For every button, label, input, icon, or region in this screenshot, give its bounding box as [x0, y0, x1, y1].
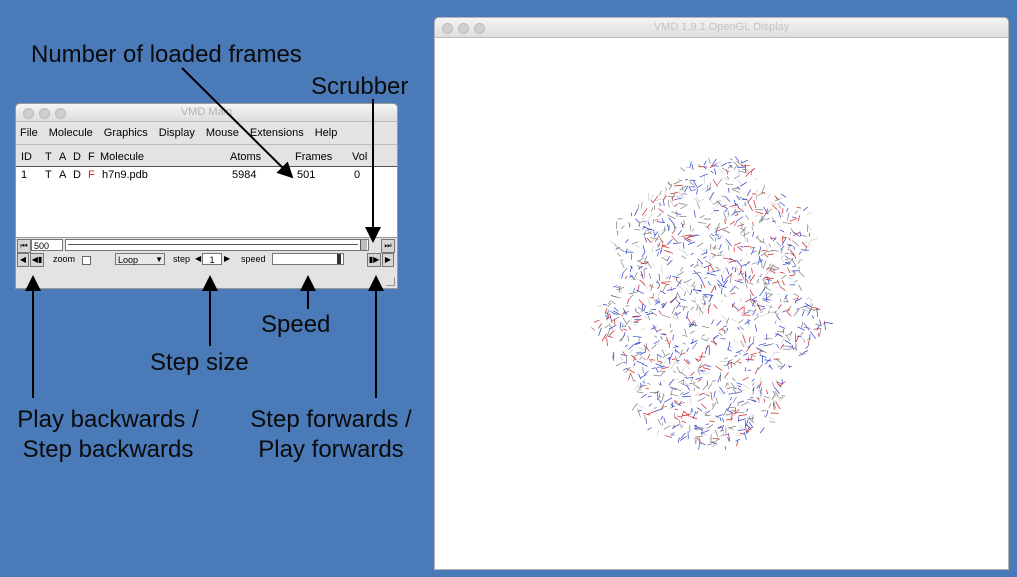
annotation-speed: Speed	[261, 311, 331, 338]
step-decrement-icon[interactable]: ◀	[195, 254, 202, 263]
annotation-play-backwards-line2: Step backwards	[22, 436, 194, 463]
speed-slider[interactable]	[272, 253, 344, 265]
frame-scrubber-track[interactable]	[65, 239, 369, 251]
gl-minimize-button[interactable]	[458, 23, 469, 34]
col-t[interactable]: T	[45, 151, 52, 163]
annotation-play-forwards-line1: Step forwards /	[250, 406, 412, 433]
col-id[interactable]: ID	[21, 151, 32, 163]
col-atoms[interactable]: Atoms	[230, 151, 262, 163]
opengl-display-window: VMD 1.9.1 OpenGL Display	[434, 17, 1009, 570]
molecule-wireframe	[590, 156, 833, 450]
annotation-number-of-frames: Number of loaded frames	[31, 41, 302, 68]
scrubber-row: ⏮ 500 ⏭	[16, 238, 397, 253]
step-label: step	[173, 254, 191, 264]
molecule-list-header: ID T A D F Molecule Atoms Frames Vol	[16, 149, 397, 167]
speed-slider-thumb[interactable]	[337, 254, 341, 264]
menu-bar: File Molecule Graphics Display Mouse Ext…	[16, 122, 397, 145]
row-atoms: 5984	[232, 169, 257, 181]
scrubber-thumb[interactable]	[360, 240, 367, 250]
col-vol[interactable]: Vol	[352, 151, 368, 163]
row-frames: 501	[297, 169, 316, 181]
molecule-row[interactable]: 1 T A D F h7n9.pdb 5984 501 0	[16, 167, 397, 181]
goto-end-button[interactable]: ⏭	[381, 239, 395, 253]
zoom-label: zoom	[53, 254, 76, 264]
col-frames[interactable]: Frames	[295, 151, 333, 163]
main-title-bar[interactable]: VMD Main	[16, 104, 397, 122]
zoom-checkbox[interactable]	[82, 256, 91, 265]
molecule-render-view[interactable]	[435, 38, 1008, 569]
step-increment-icon[interactable]: ▶	[224, 254, 231, 263]
chevron-down-icon: ▼	[155, 255, 163, 264]
col-d[interactable]: D	[73, 151, 81, 163]
annotation-play-backwards: Play backwards / Step backwards	[8, 405, 208, 465]
menu-help[interactable]: Help	[314, 127, 338, 139]
row-f-toggle[interactable]: F	[88, 169, 95, 181]
molecule-list[interactable]: 1 T A D F h7n9.pdb 5984 501 0	[16, 167, 397, 238]
current-frame-field[interactable]: 500	[31, 239, 63, 251]
play-backwards-button[interactable]: ◀	[17, 253, 29, 267]
vmd-main-window: VMD Main File Molecule Graphics Display …	[15, 103, 398, 289]
loop-select-value: Loop	[118, 255, 139, 265]
menu-molecule[interactable]: Molecule	[48, 127, 93, 139]
speed-label: speed	[241, 254, 266, 264]
annotation-step-size: Step size	[150, 349, 249, 376]
row-molecule-name: h7n9.pdb	[102, 169, 148, 181]
resize-grip-icon[interactable]	[386, 277, 395, 286]
gl-window-title: VMD 1.9.1 OpenGL Display	[653, 21, 790, 33]
step-field[interactable]: 1	[202, 253, 222, 265]
menu-file[interactable]: File	[20, 127, 38, 139]
gl-title-bar[interactable]: VMD 1.9.1 OpenGL Display	[435, 18, 1008, 38]
menu-extensions[interactable]: Extensions	[249, 127, 304, 139]
main-window-title: VMD Main	[180, 106, 233, 118]
row-a-toggle[interactable]: A	[59, 169, 67, 181]
step-forwards-button[interactable]: ▮▶	[367, 253, 381, 267]
annotation-play-forwards-line2: Play forwards	[258, 436, 404, 463]
minimize-button[interactable]	[39, 108, 50, 119]
control-row: ◀ ◀▮ zoom Loop ▼ step ◀ 1 ▶ speed ▮▶ ▶	[16, 252, 397, 268]
gl-close-button[interactable]	[442, 23, 453, 34]
goto-start-button[interactable]: ⏮	[17, 239, 31, 253]
menu-graphics[interactable]: Graphics	[103, 127, 148, 139]
annotation-play-forwards: Step forwards / Play forwards	[236, 405, 426, 465]
gl-zoom-button[interactable]	[474, 23, 485, 34]
menu-mouse[interactable]: Mouse	[205, 127, 239, 139]
annotation-play-backwards-line1: Play backwards /	[17, 406, 199, 433]
col-molecule[interactable]: Molecule	[100, 151, 145, 163]
row-t-toggle[interactable]: T	[45, 169, 52, 181]
close-button[interactable]	[23, 108, 34, 119]
col-f[interactable]: F	[88, 151, 95, 163]
zoom-button[interactable]	[55, 108, 66, 119]
menu-display[interactable]: Display	[158, 127, 195, 139]
col-a[interactable]: A	[59, 151, 67, 163]
loop-select[interactable]: Loop ▼	[115, 253, 165, 265]
step-backwards-button[interactable]: ◀▮	[30, 253, 44, 267]
row-vol: 0	[354, 169, 361, 181]
play-forwards-button[interactable]: ▶	[382, 253, 394, 267]
row-d-toggle[interactable]: D	[73, 169, 81, 181]
row-id: 1	[21, 169, 28, 181]
annotation-scrubber: Scrubber	[311, 73, 409, 100]
